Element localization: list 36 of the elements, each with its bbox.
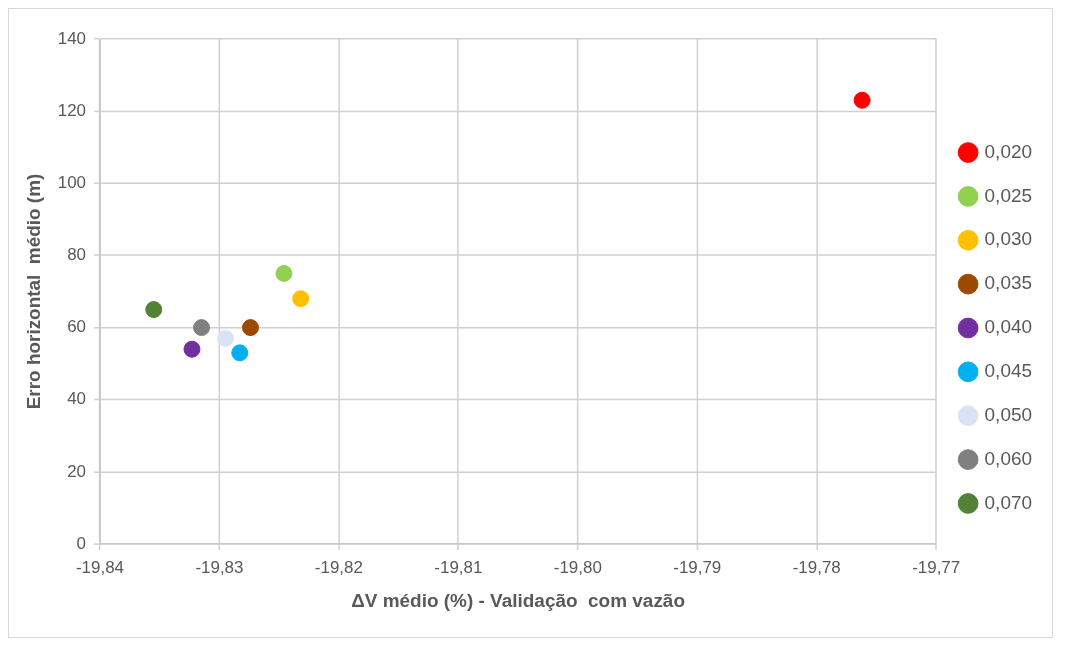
legend-label: 0,020 <box>984 140 1032 162</box>
y-tick-label: 140 <box>57 28 87 48</box>
x-axis-title: ΔV médio (%) - Validação com vazão <box>351 589 685 611</box>
y-tick-label: 40 <box>67 389 87 409</box>
legend-label: 0,060 <box>984 447 1032 469</box>
y-tick-label: 80 <box>67 245 87 265</box>
x-tick-label: -19,82 <box>314 557 363 577</box>
x-tick-label: -19,83 <box>195 557 244 577</box>
point <box>853 91 871 109</box>
point <box>216 329 234 347</box>
x-tick-label: -19,84 <box>75 557 125 577</box>
point <box>193 319 211 337</box>
point <box>231 344 249 362</box>
point <box>242 319 259 337</box>
legend-label: 0,050 <box>984 403 1032 425</box>
point <box>275 264 293 282</box>
legend-label: 0,035 <box>984 272 1032 294</box>
point <box>292 290 310 308</box>
point <box>183 340 201 358</box>
x-tick-label: -19,81 <box>434 557 483 577</box>
y-tick-label: 20 <box>67 461 87 481</box>
point <box>145 301 163 319</box>
y-tick-label: 100 <box>57 172 87 192</box>
x-tick-label: -19,78 <box>792 557 841 577</box>
y-tick-label: 120 <box>57 100 87 120</box>
legend-label: 0,045 <box>984 360 1032 382</box>
y-axis-title: Erro horizontal médio (m) <box>22 173 44 410</box>
legend-label: 0,025 <box>984 184 1032 206</box>
legend-label: 0,070 <box>984 491 1032 513</box>
legend-label: 0,040 <box>984 316 1032 338</box>
y-tick-label: 60 <box>67 317 87 337</box>
x-tick-label: -19,80 <box>553 557 602 577</box>
x-tick-label: -19,79 <box>673 557 722 577</box>
x-tick-label: -19,77 <box>912 557 961 577</box>
legend-label: 0,030 <box>984 228 1032 250</box>
y-tick-label: 0 <box>76 533 87 553</box>
